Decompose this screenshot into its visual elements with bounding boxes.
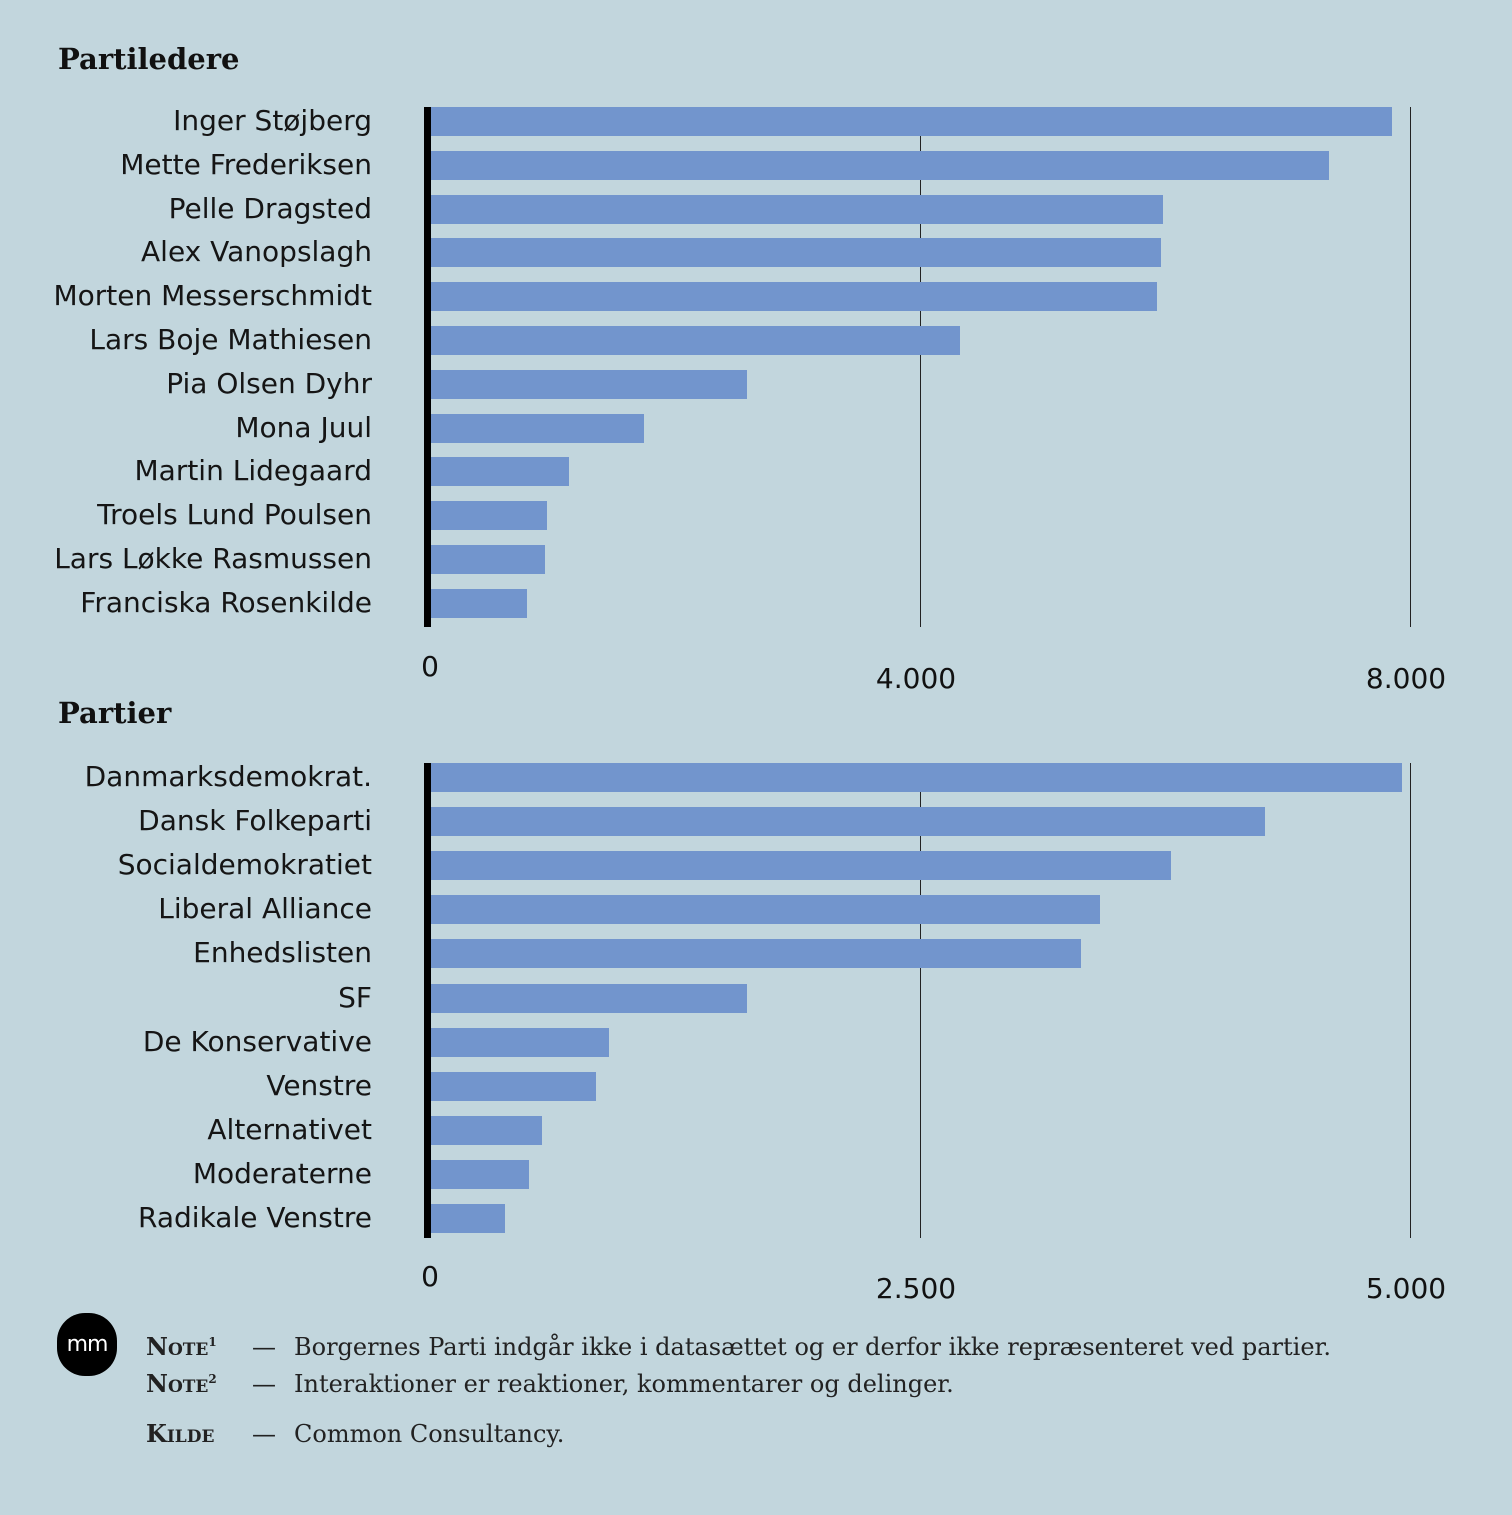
- bar: [430, 1159, 529, 1189]
- category-label: Dansk Folkeparti: [138, 804, 372, 838]
- category-label: Socialdemokratiet: [117, 848, 372, 882]
- category-label: Martin Lidegaard: [134, 454, 373, 488]
- chart-title-partier: Partier: [58, 696, 172, 730]
- category-label: Troels Lund Poulsen: [97, 498, 372, 532]
- source-key: Kilde: [146, 1419, 215, 1448]
- chart-title-partiledere: Partiledere: [58, 42, 240, 76]
- bar: [430, 851, 1171, 881]
- bar: [430, 369, 748, 399]
- category-label: Franciska Rosenkilde: [80, 585, 372, 619]
- category-label: Venstre: [266, 1068, 372, 1102]
- note-key: Note: [146, 1332, 209, 1361]
- note-sup: 1: [208, 1335, 217, 1349]
- source: Kilde — Common Consultancy.: [146, 1419, 564, 1448]
- source-text: Common Consultancy.: [294, 1420, 565, 1448]
- tick-label: 5.000: [1365, 1272, 1447, 1305]
- category-label: Lars Boje Mathiesen: [89, 323, 372, 356]
- category-label: SF: [338, 980, 372, 1014]
- category-label: Liberal Alliance: [158, 892, 372, 926]
- dash: —: [252, 1333, 276, 1361]
- category-label: Enhedslisten: [193, 936, 372, 970]
- zero-axis: [424, 763, 431, 1238]
- category-label: Alex Vanopslagh: [141, 235, 372, 269]
- bar: [430, 1204, 506, 1233]
- category-label: Radikale Venstre: [138, 1201, 372, 1234]
- bar: [430, 326, 961, 355]
- bar: [430, 107, 1392, 136]
- logo: mm: [57, 1313, 117, 1376]
- note-2: Note2 — Interaktioner er reaktioner, komme…: [146, 1369, 954, 1398]
- category-label: Mette Frederiksen: [120, 147, 372, 181]
- bar: [430, 763, 1403, 792]
- gridline: [920, 107, 921, 627]
- bar: [430, 807, 1265, 837]
- bar: [430, 1115, 542, 1145]
- bar: [430, 1071, 596, 1101]
- tick-label: 0: [421, 650, 439, 683]
- bar: [430, 939, 1081, 969]
- bar: [430, 895, 1101, 925]
- gridline: [1410, 107, 1411, 627]
- category-label: Lars Løkke Rasmussen: [54, 542, 372, 575]
- category-label: De Konservative: [142, 1024, 372, 1058]
- category-label: Pelle Dragsted: [168, 191, 372, 225]
- note-1: Note1 — Borgernes Parti indgår ikke i data…: [146, 1332, 1331, 1361]
- category-label: Inger Støjberg: [173, 104, 372, 137]
- category-label: Morten Messerschmidt: [53, 279, 373, 313]
- note-key: Note: [146, 1369, 209, 1398]
- tick-label: 2.500: [875, 1272, 957, 1305]
- tick-label: 8.000: [1365, 662, 1447, 695]
- bar: [430, 457, 570, 487]
- note-sup: 2: [208, 1372, 217, 1386]
- gridline: [1410, 763, 1411, 1238]
- bar: [430, 150, 1330, 180]
- gridline: [920, 763, 921, 1238]
- zero-axis: [424, 107, 431, 627]
- tick-label: 0: [421, 1260, 439, 1293]
- bar: [430, 238, 1162, 268]
- category-label: Mona Juul: [235, 410, 372, 444]
- bar: [430, 588, 527, 618]
- category-label: Alternativet: [207, 1112, 372, 1146]
- bar: [430, 501, 547, 531]
- bar: [430, 983, 747, 1013]
- tick-label: 4.000: [875, 662, 957, 695]
- bar: [430, 413, 645, 443]
- category-label: Pia Olsen Dyhr: [166, 366, 372, 400]
- category-label: Danmarksdemokrat.: [84, 760, 372, 793]
- bar: [430, 282, 1158, 312]
- bar: [430, 194, 1163, 224]
- dash: —: [252, 1420, 276, 1448]
- bar: [430, 545, 546, 574]
- note-text: Interaktioner er reaktioner, kommentarer…: [294, 1370, 954, 1398]
- note-text: Borgernes Parti indgår ikke i datasættet…: [294, 1333, 1331, 1361]
- bar: [430, 1027, 610, 1057]
- dash: —: [252, 1370, 276, 1398]
- category-label: Moderaterne: [192, 1156, 372, 1190]
